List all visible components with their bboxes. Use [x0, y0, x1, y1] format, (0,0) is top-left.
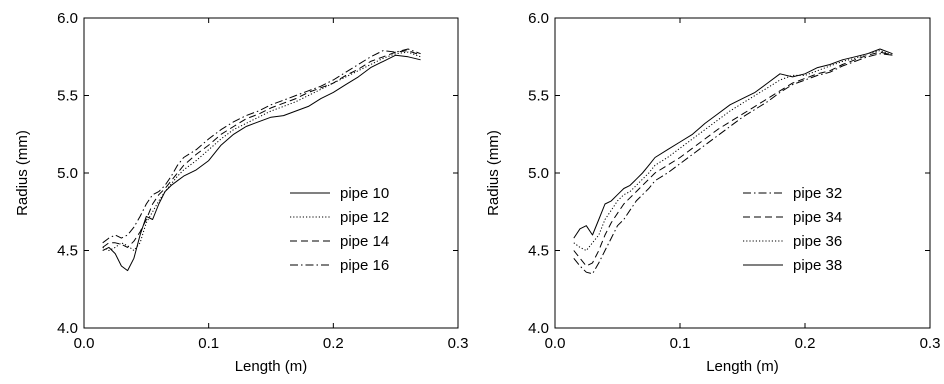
x-axis-label: Length (m): [235, 358, 308, 375]
y-tick-label: 4.5: [57, 243, 78, 260]
y-tick-label: 5.5: [57, 88, 78, 105]
x-tick-label: 0.3: [448, 335, 469, 352]
series-line-pipe-36: [573, 50, 893, 251]
y-tick-label: 5.0: [57, 165, 78, 182]
series-line-pipe-32: [573, 53, 893, 275]
legend: pipe 32 pipe 34 pipe 36 pipe 38: [743, 185, 842, 274]
y-tick-label: 5.0: [528, 165, 549, 182]
y-tick-label: 4.0: [57, 320, 78, 337]
series-line-pipe-12: [102, 51, 421, 251]
legend-label: pipe 32: [793, 185, 842, 202]
y-tick-label: 4.0: [528, 320, 549, 337]
y-axis-label: Radius (mm): [485, 130, 502, 216]
legend-label: pipe 10: [340, 185, 389, 202]
plot-frame: [83, 17, 459, 329]
series-line-pipe-38: [573, 48, 893, 239]
x-tick-label: 0.0: [74, 335, 95, 352]
series-line-pipe-16: [102, 48, 421, 244]
y-axis-label: Radius (mm): [14, 130, 31, 216]
chart-panel-1: 0.0 0.1 0.2 0.3 4.0 4.5 5.0 5.5 6.0 Length (m) Rad…: [14, 10, 468, 375]
legend-label: pipe 34: [793, 209, 842, 226]
legend-label: pipe 12: [340, 209, 389, 226]
legend-label: pipe 36: [793, 233, 842, 250]
x-tick-label: 0.0: [545, 335, 566, 352]
x-axis-label: Length (m): [706, 358, 779, 375]
chart-panel-2: 0.0 0.1 0.2 0.3 4.0 4.5 5.0 5.5 6.0 Length (m) Rad…: [485, 10, 940, 375]
series-line-pipe-14: [102, 50, 421, 248]
series-line-pipe-34: [573, 51, 893, 267]
x-tick-label: 0.2: [323, 335, 344, 352]
x-tick-label: 0.3: [920, 335, 941, 352]
legend: pipe 10 pipe 12 pipe 14 pipe 16: [290, 185, 389, 274]
x-tick-label: 0.1: [198, 335, 219, 352]
y-tick-label: 4.5: [528, 243, 549, 260]
legend-label: pipe 16: [340, 257, 389, 274]
legend-label: pipe 38: [793, 257, 842, 274]
x-tick-label: 0.2: [795, 335, 816, 352]
series-line-pipe-10: [102, 54, 421, 272]
y-tick-label: 6.0: [57, 10, 78, 27]
plot-frame: [554, 17, 931, 329]
x-tick-label: 0.1: [670, 335, 691, 352]
y-tick-label: 5.5: [528, 88, 549, 105]
legend-label: pipe 14: [340, 233, 389, 250]
y-tick-label: 6.0: [528, 10, 549, 27]
